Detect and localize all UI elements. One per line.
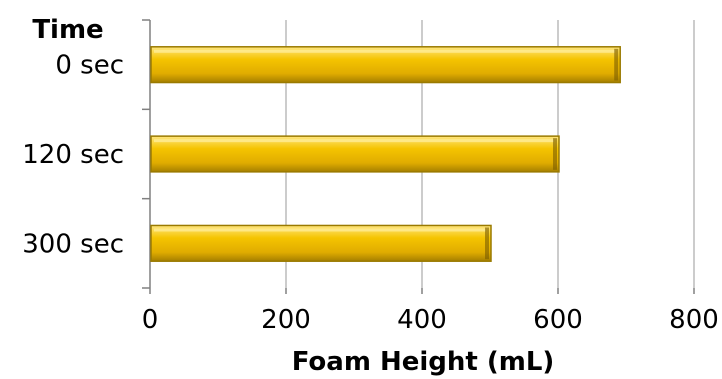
- tick-labels: 0 200 400 600 800 0 sec 120 sec 300 sec: [22, 51, 719, 335]
- bar-end-shade: [485, 227, 489, 260]
- x-axis-title: Foam Height (mL): [292, 347, 555, 377]
- x-tick-label: 200: [261, 305, 311, 335]
- x-tick-label: 600: [533, 305, 583, 335]
- bar-end-shade: [614, 48, 619, 81]
- x-tick-label: 400: [397, 305, 447, 335]
- bar-highlight: [154, 139, 554, 143]
- bar-highlight: [154, 228, 486, 232]
- bar-end-shade: [553, 138, 557, 170]
- x-tick-label: 0: [142, 305, 159, 335]
- category-label: 300 sec: [22, 229, 124, 259]
- bars: [150, 46, 621, 262]
- category-axis-title: Time: [32, 15, 103, 45]
- bar-highlight: [154, 49, 616, 53]
- category-label: 0 sec: [55, 51, 124, 81]
- x-tick-label: 800: [669, 305, 719, 335]
- category-label: 120 sec: [22, 140, 124, 170]
- axes: [142, 19, 695, 294]
